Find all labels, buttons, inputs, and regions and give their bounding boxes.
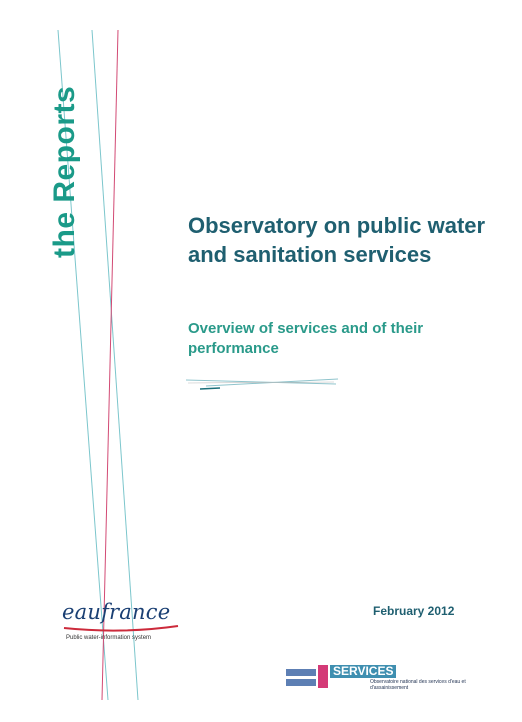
publication-date: February 2012 (373, 604, 455, 618)
services-logo: SERVICES Observatoire national des servi… (286, 665, 486, 695)
decorative-divider (186, 378, 339, 390)
services-logo-subtitle: Observatoire national des services d'eau… (370, 679, 466, 691)
logo-bar (286, 679, 316, 686)
brand-name: eaufrance (62, 600, 171, 624)
brand-swoosh (63, 625, 179, 632)
report-subtitle: Overview of services and of their perfor… (188, 320, 424, 358)
series-label: the Reports (48, 85, 81, 258)
logo-bar (286, 669, 316, 676)
logo-accent (318, 665, 328, 688)
report-title: Observatory on public water and sanitati… (188, 213, 486, 267)
eaufrance-logo: eaufrance Public water-information syste… (62, 600, 182, 641)
brand-tagline: Public water-information system (66, 635, 152, 641)
services-logo-title: SERVICES (330, 665, 397, 678)
